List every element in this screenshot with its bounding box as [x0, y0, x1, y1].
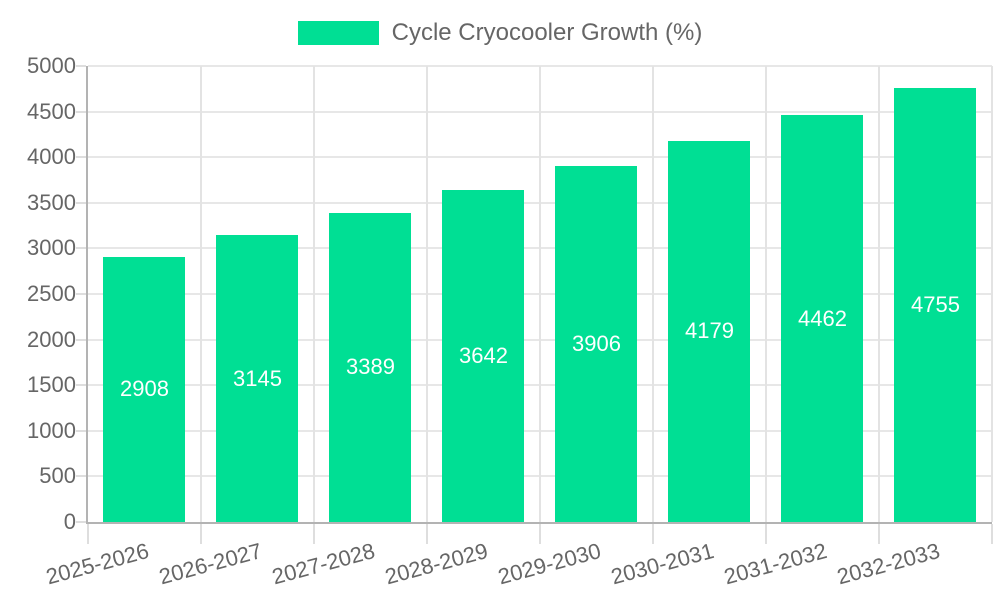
x-axis-tick — [765, 524, 767, 544]
bar[interactable] — [894, 88, 976, 522]
y-axis-line — [86, 66, 88, 524]
y-axis-tick — [76, 475, 86, 478]
y-axis-label: 0 — [63, 509, 76, 534]
legend-label: Cycle Cryocooler Growth (%) — [391, 19, 703, 46]
y-axis-label: 3500 — [27, 189, 76, 215]
y-axis-label: 2000 — [27, 326, 76, 352]
y-axis-label: 1500 — [27, 372, 76, 398]
gridline-vertical — [313, 66, 315, 522]
gridline-vertical — [765, 66, 767, 522]
y-axis-label: 4500 — [27, 98, 76, 124]
bar[interactable] — [442, 189, 524, 522]
bar[interactable] — [555, 165, 637, 522]
gridline-vertical — [991, 66, 993, 522]
legend-item[interactable]: Cycle Cryocooler Growth (%) — [297, 19, 703, 47]
bar[interactable] — [329, 212, 411, 522]
y-axis-tick — [76, 247, 86, 250]
y-axis-tick — [76, 65, 86, 67]
x-axis-tick — [426, 524, 428, 544]
gridline-vertical — [539, 66, 541, 522]
y-axis-label: 3000 — [27, 235, 76, 261]
y-axis-tick — [76, 338, 86, 341]
x-axis-tick — [200, 524, 202, 544]
chart-legend: Cycle Cryocooler Growth (%) — [0, 19, 1000, 47]
x-axis-tick — [652, 524, 654, 544]
y-axis-tick — [76, 384, 86, 387]
gridline-vertical — [426, 66, 428, 522]
y-axis-label: 4000 — [27, 144, 76, 170]
y-axis-tick — [76, 293, 86, 295]
x-axis-line — [86, 522, 992, 524]
y-axis-label: 1000 — [27, 417, 76, 443]
y-axis-tick — [76, 521, 86, 523]
gridline-vertical — [200, 66, 202, 522]
gridline-vertical — [878, 66, 880, 522]
y-axis-label: 5000 — [27, 53, 76, 78]
y-axis-tick — [76, 156, 86, 159]
bar[interactable] — [668, 140, 750, 522]
bar[interactable] — [103, 256, 185, 522]
x-axis-tick — [313, 524, 315, 544]
gridline-vertical — [652, 66, 654, 522]
y-axis-label: 500 — [39, 463, 76, 489]
y-axis-label: 2500 — [27, 281, 76, 306]
x-axis-tick — [991, 524, 993, 544]
x-axis-tick — [539, 524, 541, 544]
y-axis-tick — [76, 429, 86, 432]
plot-area: 0 500 1000 1500 2000 2500 3000 3500 4000 4500 5000… — [27, 53, 993, 589]
legend-swatch-icon — [297, 21, 379, 45]
y-axis-tick — [76, 201, 86, 204]
bar[interactable] — [216, 235, 298, 522]
x-axis-tick — [878, 524, 880, 544]
x-axis-tick — [87, 524, 89, 544]
bar[interactable] — [781, 115, 863, 522]
y-axis-tick — [76, 110, 86, 113]
